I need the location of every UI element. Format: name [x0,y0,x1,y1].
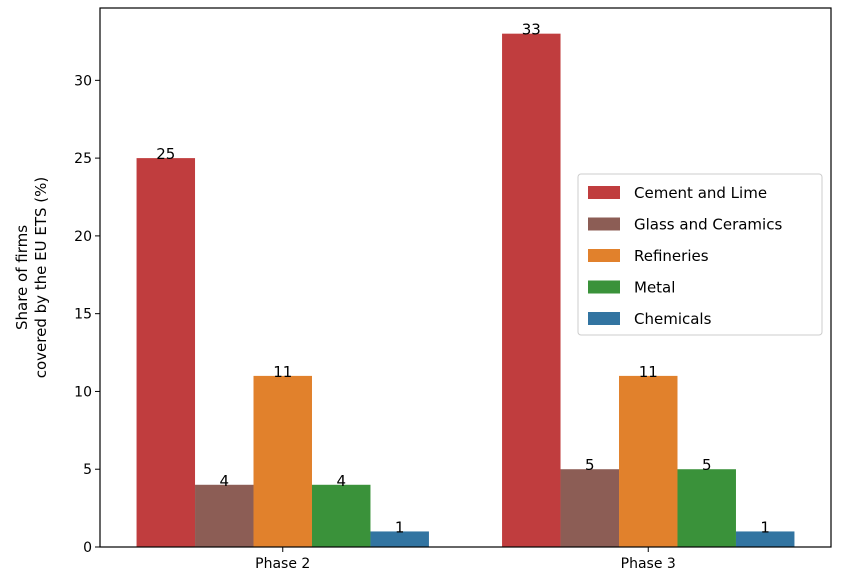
legend-label: Cement and Lime [634,184,767,202]
bar [370,531,429,547]
x-tick-label: Phase 2 [255,556,310,572]
y-tick-label: 5 [83,462,92,478]
y-axis-title-line: Share of firms [13,225,31,330]
y-tick-label: 25 [74,151,92,167]
bar-value-label: 4 [219,472,229,490]
y-axis-title-line: covered by the EU ETS (%) [32,177,50,379]
y-tick-label: 20 [74,229,92,245]
bar-value-label: 1 [760,518,770,536]
bar-labels-group: 25 4 11 4 1 33 5 11 5 1 [156,21,770,537]
y-axis-title: Share of firms covered by the EU ETS (%) [13,177,50,379]
legend-swatch [588,312,620,325]
bar-value-label: 4 [336,472,346,490]
x-axis: Phase 2 Phase 3 [255,547,676,572]
bar-value-label: 11 [639,363,658,381]
plot-frame [99,7,832,548]
bar [560,469,620,547]
legend-label: Chemicals [634,310,712,328]
x-tick-label: Phase 3 [621,556,676,572]
bar-value-label: 33 [522,21,541,39]
bar [735,531,795,547]
bar [311,484,371,547]
legend-label: Glass and Ceramics [634,216,782,234]
legend-swatch [588,249,620,262]
y-tick-label: 15 [74,307,92,323]
bar [195,484,254,547]
bar-value-label: 25 [156,145,175,163]
bar-value-label: 1 [395,518,405,536]
bar [136,158,196,547]
bar [502,33,561,547]
legend-label: Metal [634,279,675,297]
y-axis: 0 5 10 15 20 25 30 [74,73,100,556]
legend-swatch [588,217,620,231]
bar-value-label: 5 [702,456,712,474]
bar [619,375,678,547]
y-tick-label: 10 [74,384,92,400]
legend-box [577,173,823,336]
legend-swatch [588,280,620,294]
legend-label: Refineries [634,247,709,265]
y-tick-label: 30 [74,73,92,89]
bar-value-label: 11 [273,363,292,381]
legend-swatch [588,186,620,199]
bar [253,375,312,547]
y-tick-label: 0 [83,540,92,556]
legend: Cement and Lime Glass and Ceramics Refiner… [577,173,823,336]
bar-value-label: 5 [585,456,595,474]
bar [677,469,736,547]
bars-group [136,33,795,547]
